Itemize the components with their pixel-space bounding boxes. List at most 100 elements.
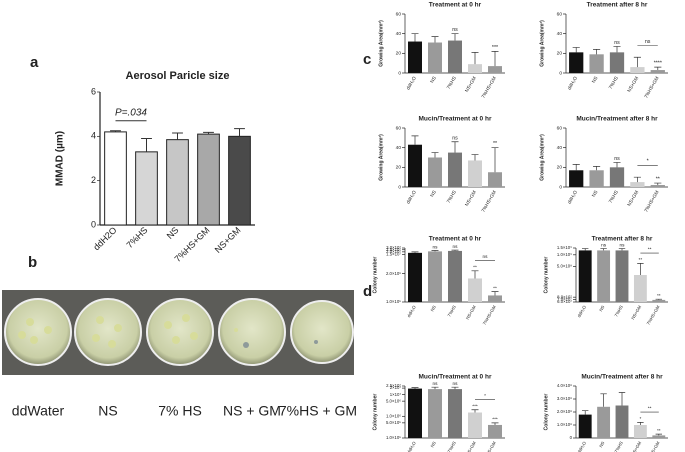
bar — [650, 70, 665, 73]
bar — [104, 131, 127, 226]
y-axis-label: Growing Area(mm²) — [378, 134, 384, 181]
y-tick-label: 2.5×10⁷ — [386, 247, 401, 252]
bar — [408, 144, 422, 187]
error-bar — [234, 128, 245, 137]
panel-label: b — [28, 254, 37, 271]
y-axis-label: Growing Area(mm²) — [539, 20, 545, 67]
bar — [448, 250, 462, 302]
y-tick-label: 3.0×10⁷ — [386, 245, 401, 250]
error-bar — [431, 386, 439, 390]
x-tick-label: NS — [598, 304, 605, 312]
y-tick-label: 2.0×10⁶ — [386, 271, 401, 276]
y-axis-label: Colony number — [372, 394, 378, 431]
x-tick-label: NS+GM — [465, 440, 477, 452]
y-tick-label: 40 — [396, 145, 402, 151]
bar — [650, 185, 665, 187]
annotation: *** — [472, 404, 478, 410]
y-tick-label: 1.0×10⁵ — [386, 435, 401, 440]
x-tick-label: ddH₂O — [567, 189, 580, 205]
annotation: * — [647, 159, 649, 165]
bar — [448, 40, 462, 73]
y-tick-label: 0 — [559, 70, 562, 76]
error-bar — [633, 56, 641, 68]
plate — [218, 298, 286, 366]
x-tick-label: NS+GM — [630, 440, 642, 452]
bar — [630, 67, 645, 73]
bar — [569, 170, 584, 187]
error-bar — [600, 393, 607, 407]
bar — [197, 133, 220, 226]
y-tick-label: 40 — [396, 31, 402, 37]
bar — [633, 275, 647, 302]
bar — [408, 252, 422, 302]
error-bar — [581, 410, 589, 415]
bar — [428, 42, 442, 73]
chart-title: Mucin/Treatment after 8 hr — [581, 374, 663, 381]
x-tick-label: NS — [591, 190, 600, 199]
plate-label: NS — [98, 403, 117, 419]
x-tick-label: NS — [430, 440, 437, 448]
bar — [428, 251, 442, 302]
error-bar — [411, 251, 419, 253]
annotation: ns — [601, 243, 607, 248]
error-bar — [572, 164, 580, 171]
error-bar — [471, 52, 479, 65]
error-bar — [655, 433, 663, 436]
y-tick-label: 1.5×10⁹ — [557, 245, 572, 250]
bar — [633, 425, 647, 438]
y-tick-label: 60 — [557, 11, 563, 17]
y-axis-label: Colony number — [372, 257, 378, 294]
bar — [589, 54, 604, 73]
bar — [468, 64, 482, 73]
annotation: ns — [645, 39, 651, 45]
bar — [609, 167, 625, 187]
annotation: ns — [433, 382, 439, 387]
plates — [2, 290, 354, 375]
y-tick-label: 2.0×10⁸ — [557, 409, 572, 414]
y-tick-label: 0 — [398, 184, 401, 190]
error-bar — [491, 51, 499, 67]
bar — [488, 172, 502, 187]
bar — [448, 152, 462, 187]
error-bar — [141, 138, 152, 152]
x-tick-label: ddH₂O — [576, 304, 587, 318]
bar — [488, 424, 502, 438]
plate — [4, 298, 72, 366]
annotation: ** — [493, 141, 497, 147]
error-bar — [172, 132, 183, 140]
error-bar — [431, 152, 439, 158]
error-bar — [654, 182, 662, 186]
annotation: ** — [656, 177, 660, 183]
error-bar — [637, 263, 644, 275]
x-tick-label: NS+GM — [626, 190, 640, 208]
x-tick-label: NS — [591, 76, 600, 85]
error-bar — [593, 49, 601, 55]
error-bar — [451, 141, 459, 153]
annotation: * — [484, 393, 486, 399]
annotation: ns — [614, 156, 620, 162]
error-bar — [655, 298, 663, 300]
annotation: * — [639, 416, 641, 422]
chart-title: Treatment at 0 hr — [429, 2, 482, 9]
y-tick-label: 2.0×10⁷ — [386, 249, 401, 254]
x-tick-label: 7%HS+GM — [646, 440, 661, 452]
annotation: *** — [492, 417, 498, 423]
annotation: ** — [648, 246, 652, 252]
x-tick-label: 7%HS+GM — [481, 76, 498, 100]
y-tick-label: 2.5×10⁷ — [386, 383, 401, 388]
bar — [597, 406, 611, 438]
panel-label: d — [363, 283, 372, 300]
error-bar — [618, 248, 626, 251]
x-tick-label: NS+GM — [213, 225, 243, 255]
bar — [468, 278, 482, 302]
bar — [468, 160, 482, 187]
y-tick-label: 5.0×10⁵ — [386, 420, 401, 425]
y-tick-label: 5.0×10⁸ — [557, 264, 572, 269]
y-tick-label: 6.0×10⁷ — [557, 299, 572, 304]
y-tick-label: 1.5×10⁷ — [386, 252, 401, 257]
x-tick-label: ddH₂O — [406, 304, 417, 318]
error-bar — [491, 422, 499, 425]
annotation: ** — [473, 265, 477, 271]
error-bar — [471, 154, 479, 161]
annotation: ns — [452, 135, 458, 141]
